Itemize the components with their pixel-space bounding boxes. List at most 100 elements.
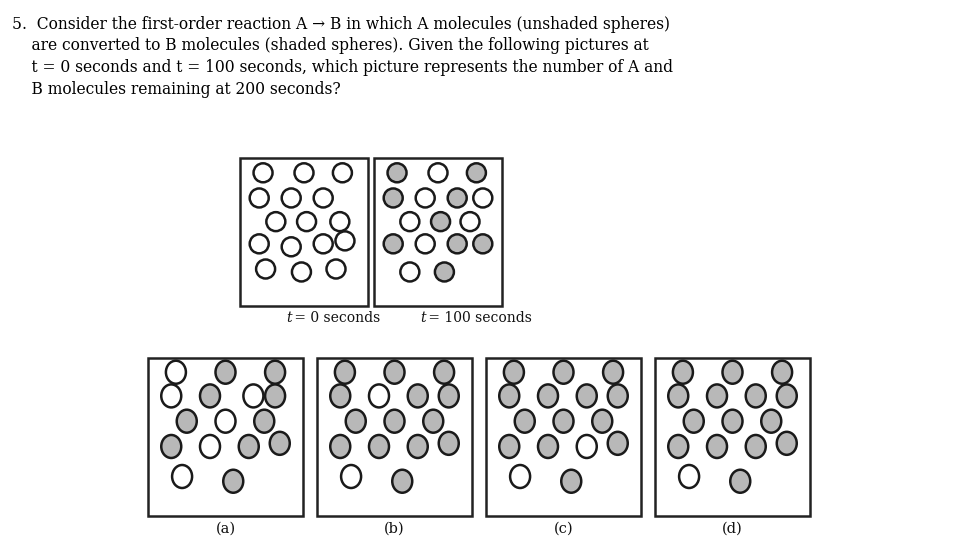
Ellipse shape — [510, 465, 530, 488]
Ellipse shape — [673, 361, 693, 384]
Ellipse shape — [561, 470, 582, 493]
Ellipse shape — [416, 234, 435, 254]
Ellipse shape — [331, 212, 350, 231]
Ellipse shape — [335, 231, 354, 250]
Ellipse shape — [428, 163, 447, 182]
Ellipse shape — [254, 410, 274, 433]
Ellipse shape — [730, 470, 750, 493]
Text: = 0 seconds: = 0 seconds — [290, 311, 380, 325]
Ellipse shape — [745, 435, 765, 458]
Ellipse shape — [388, 163, 406, 182]
Bar — [655, 358, 810, 516]
Ellipse shape — [172, 465, 193, 488]
Ellipse shape — [216, 410, 236, 433]
Ellipse shape — [341, 465, 361, 488]
Ellipse shape — [335, 361, 354, 384]
Text: (d): (d) — [722, 522, 742, 536]
Ellipse shape — [200, 384, 220, 408]
Ellipse shape — [431, 212, 450, 231]
Ellipse shape — [346, 410, 366, 433]
Ellipse shape — [384, 410, 404, 433]
Ellipse shape — [722, 361, 742, 384]
Ellipse shape — [161, 435, 181, 458]
Ellipse shape — [461, 212, 480, 231]
Ellipse shape — [707, 435, 727, 458]
Ellipse shape — [332, 163, 352, 182]
Ellipse shape — [266, 212, 285, 231]
Ellipse shape — [607, 384, 627, 408]
Ellipse shape — [669, 384, 688, 408]
Ellipse shape — [504, 361, 524, 384]
Text: (b): (b) — [384, 522, 405, 536]
Ellipse shape — [384, 234, 402, 254]
Ellipse shape — [166, 361, 186, 384]
Ellipse shape — [772, 361, 792, 384]
Ellipse shape — [216, 361, 236, 384]
Ellipse shape — [223, 470, 243, 493]
Text: (a): (a) — [216, 522, 236, 536]
Ellipse shape — [439, 432, 459, 455]
Ellipse shape — [282, 237, 301, 256]
Ellipse shape — [577, 384, 597, 408]
Ellipse shape — [392, 470, 412, 493]
Ellipse shape — [254, 163, 272, 182]
Ellipse shape — [313, 234, 332, 254]
Ellipse shape — [473, 234, 492, 254]
Ellipse shape — [327, 260, 346, 279]
Ellipse shape — [161, 384, 181, 408]
Bar — [240, 158, 368, 306]
Ellipse shape — [447, 188, 467, 207]
Ellipse shape — [473, 188, 492, 207]
Text: (c): (c) — [554, 522, 573, 536]
Ellipse shape — [369, 435, 389, 458]
Ellipse shape — [384, 188, 402, 207]
Bar — [374, 158, 502, 306]
Ellipse shape — [250, 234, 268, 254]
Ellipse shape — [577, 435, 597, 458]
Ellipse shape — [369, 384, 389, 408]
Ellipse shape — [292, 262, 311, 281]
Ellipse shape — [435, 262, 454, 281]
Ellipse shape — [499, 435, 519, 458]
Bar — [317, 358, 472, 516]
Ellipse shape — [447, 234, 467, 254]
Ellipse shape — [200, 435, 220, 458]
Ellipse shape — [684, 410, 704, 433]
Ellipse shape — [669, 435, 688, 458]
Ellipse shape — [400, 262, 420, 281]
Text: t = 0 seconds and t = 100 seconds, which picture represents the number of A and: t = 0 seconds and t = 100 seconds, which… — [12, 59, 673, 76]
Ellipse shape — [297, 212, 316, 231]
Ellipse shape — [439, 384, 459, 408]
Bar — [148, 358, 303, 516]
Ellipse shape — [416, 188, 435, 207]
Ellipse shape — [777, 384, 797, 408]
Ellipse shape — [256, 260, 275, 279]
Ellipse shape — [777, 432, 797, 455]
Text: t: t — [420, 311, 425, 325]
Ellipse shape — [270, 432, 289, 455]
Ellipse shape — [679, 465, 699, 488]
Ellipse shape — [499, 384, 519, 408]
Ellipse shape — [243, 384, 263, 408]
Ellipse shape — [176, 410, 196, 433]
Ellipse shape — [331, 435, 351, 458]
Ellipse shape — [745, 384, 765, 408]
Ellipse shape — [400, 212, 420, 231]
Ellipse shape — [408, 435, 428, 458]
Ellipse shape — [592, 410, 612, 433]
Ellipse shape — [331, 384, 351, 408]
Ellipse shape — [294, 163, 313, 182]
Ellipse shape — [762, 410, 782, 433]
Ellipse shape — [604, 361, 623, 384]
Ellipse shape — [722, 410, 742, 433]
Ellipse shape — [384, 361, 404, 384]
Ellipse shape — [707, 384, 727, 408]
Text: are converted to B molecules (shaded spheres). Given the following pictures at: are converted to B molecules (shaded sph… — [12, 37, 649, 54]
Ellipse shape — [239, 435, 259, 458]
Ellipse shape — [538, 384, 558, 408]
Ellipse shape — [250, 188, 268, 207]
Ellipse shape — [282, 188, 301, 207]
Ellipse shape — [554, 410, 574, 433]
Ellipse shape — [514, 410, 535, 433]
Ellipse shape — [265, 361, 285, 384]
